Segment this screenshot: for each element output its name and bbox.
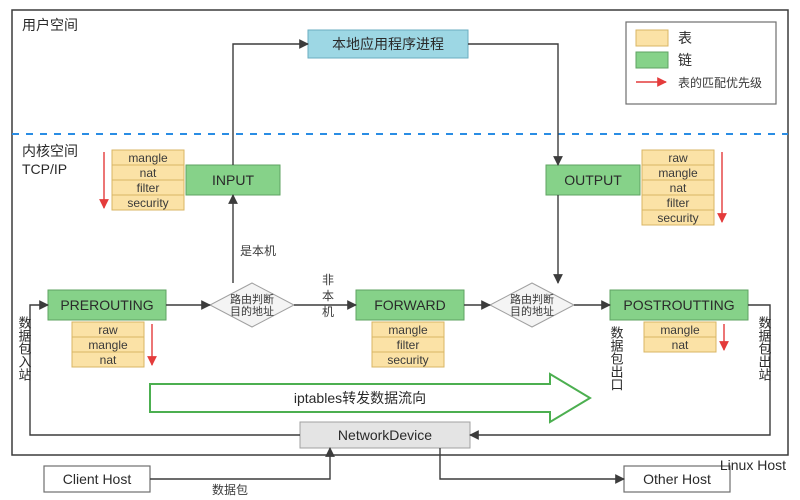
tcpip-label: TCP/IP xyxy=(22,161,67,177)
output-chain-label: OUTPUT xyxy=(564,172,622,188)
legend-table-label: 表 xyxy=(678,30,692,46)
other-host-label: Other Host xyxy=(643,471,711,487)
legend-priority-label: 表的匹配优先级 xyxy=(678,75,762,90)
postrouting-table-nat-label: nat xyxy=(672,338,689,352)
arrow-app-to-output xyxy=(468,44,558,165)
arrow-in-to-prerouting xyxy=(30,305,300,435)
output-table-raw-label: raw xyxy=(668,151,688,165)
legend-chain-swatch xyxy=(636,52,668,68)
packet-label: 数据包 xyxy=(212,482,248,497)
network-device-label: NetworkDevice xyxy=(338,427,432,443)
arrow-netdev-to-other xyxy=(440,448,624,479)
forward-table-filter-label: filter xyxy=(397,338,420,352)
input-chain-label: INPUT xyxy=(212,172,254,188)
output-group: rawmanglenatfiltersecurity OUTPUT xyxy=(546,150,722,225)
client-host-label: Client Host xyxy=(63,471,132,487)
prerouting-group: PREROUTING rawmanglenat xyxy=(48,290,166,367)
postrouting-chain-label: POSTROUTTING xyxy=(623,297,734,313)
input-table-filter-label: filter xyxy=(137,181,160,195)
prerouting-table-mangle-label: mangle xyxy=(88,338,128,352)
svg-text:目的地址: 目的地址 xyxy=(230,304,274,318)
prerouting-chain-label: PREROUTING xyxy=(60,297,153,313)
forward-table-security-label: security xyxy=(387,353,428,367)
svg-text:目的地址: 目的地址 xyxy=(510,304,554,318)
packet-out-local-label: 数据包出口 xyxy=(609,326,624,391)
input-group: manglenatfiltersecurity INPUT xyxy=(104,150,280,210)
decision-2: 路由判断 目的地址 xyxy=(490,283,574,327)
packet-out-label: 数据包出站 xyxy=(757,316,772,381)
decision-1: 路由判断 目的地址 xyxy=(210,283,294,327)
linux-host-label: Linux Host xyxy=(720,457,786,473)
output-table-nat-label: nat xyxy=(670,181,687,195)
input-table-nat-label: nat xyxy=(140,166,157,180)
local-label: 是本机 xyxy=(240,244,276,258)
postrouting-group: POSTROUTTING manglenat xyxy=(610,290,748,352)
forward-group: FORWARD manglefiltersecurity xyxy=(356,290,464,367)
app-process-label: 本地应用程序进程 xyxy=(332,36,444,52)
svg-text:本: 本 xyxy=(322,289,334,303)
postrouting-table-mangle-label: mangle xyxy=(660,323,700,337)
arrow-client-to-netdev xyxy=(150,448,330,479)
forward-flow-label: iptables转发数据流向 xyxy=(294,390,426,406)
forward-chain-label: FORWARD xyxy=(374,297,446,313)
legend-chain-label: 链 xyxy=(678,52,692,68)
svg-text:非: 非 xyxy=(322,273,334,287)
arrow-input-to-app xyxy=(233,44,252,165)
output-table-security-label: security xyxy=(657,211,698,225)
output-table-filter-label: filter xyxy=(667,196,690,210)
user-space-label: 用户空间 xyxy=(22,17,78,33)
svg-text:路由判断: 路由判断 xyxy=(230,292,274,306)
forward-table-mangle-label: mangle xyxy=(388,323,428,337)
legend-table-swatch xyxy=(636,30,668,46)
kernel-space-label: 内核空间 xyxy=(22,143,78,159)
svg-text:路由判断: 路由判断 xyxy=(510,292,554,306)
prerouting-table-nat-label: nat xyxy=(100,353,117,367)
input-table-mangle-label: mangle xyxy=(128,151,168,165)
prerouting-table-raw-label: raw xyxy=(98,323,118,337)
packet-in-label: 数据包入站 xyxy=(17,316,32,381)
svg-text:机: 机 xyxy=(322,305,334,319)
output-table-mangle-label: mangle xyxy=(658,166,698,180)
iptables-diagram: 用户空间 内核空间 TCP/IP 本地应用程序进程 表 链 表的匹配优先级 ma… xyxy=(0,0,800,500)
input-table-security-label: security xyxy=(127,196,168,210)
